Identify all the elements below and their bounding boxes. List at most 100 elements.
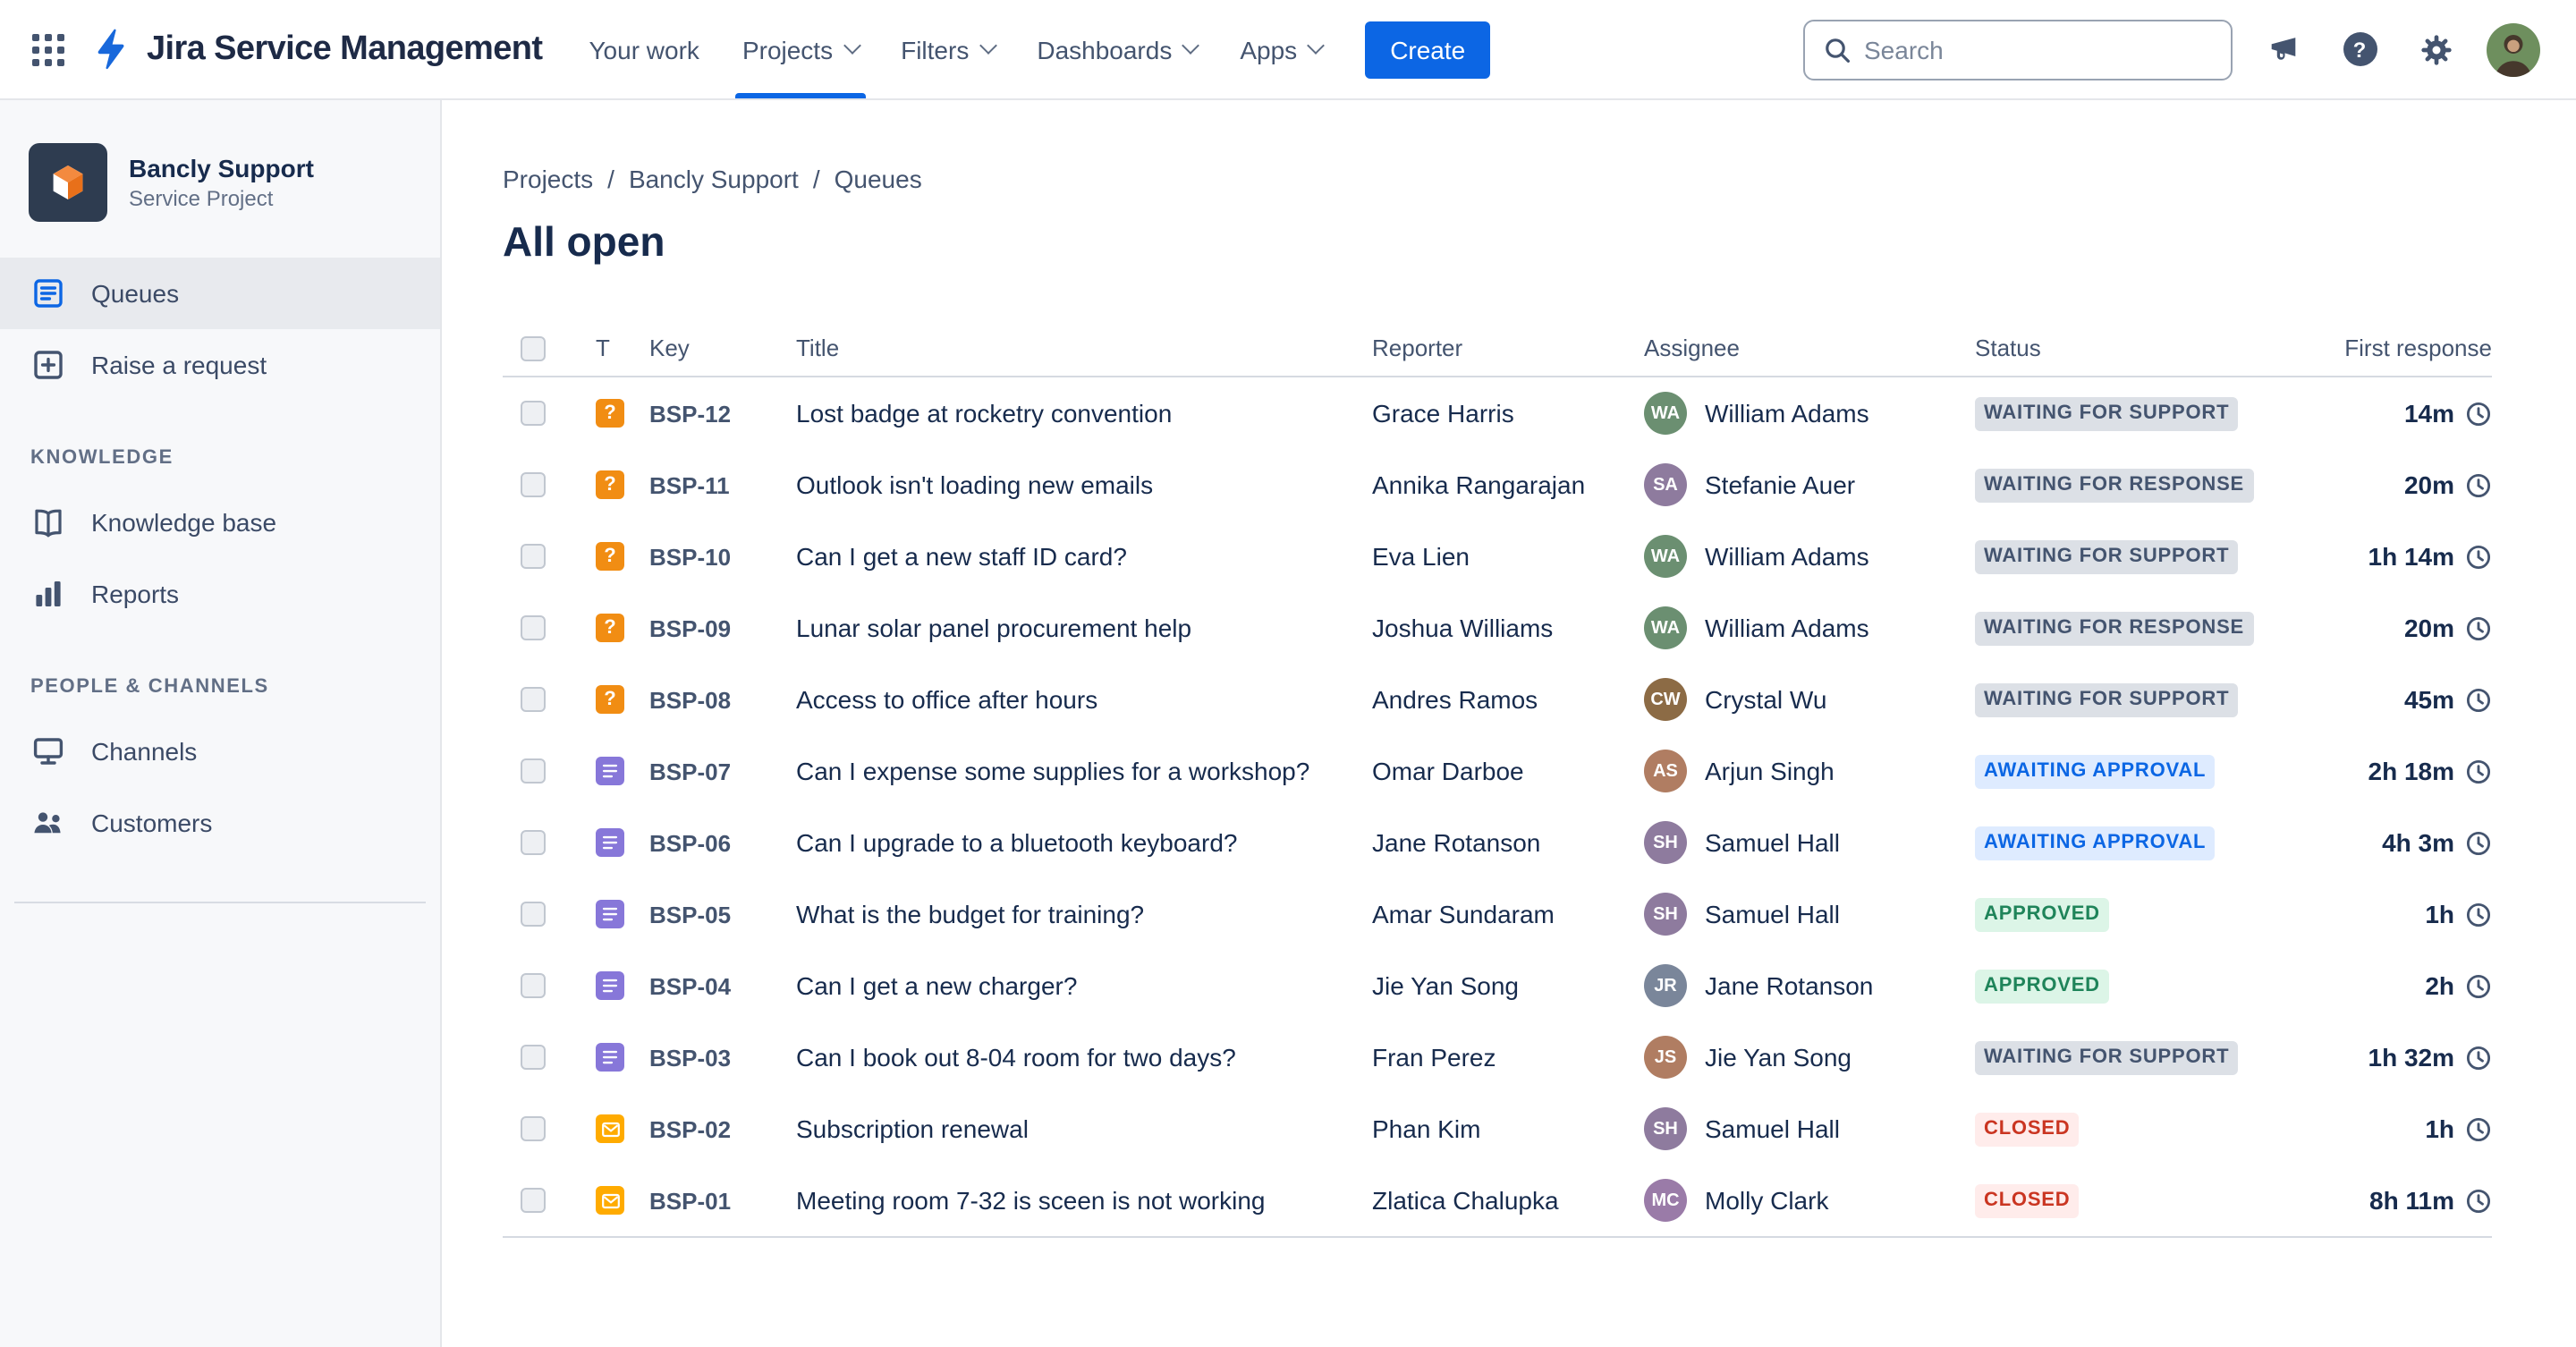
row-checkbox[interactable]: [521, 902, 546, 927]
jira-logo[interactable]: Jira Service Management: [89, 27, 543, 72]
search-box[interactable]: [1803, 19, 2233, 80]
question-type-icon: ?: [596, 542, 624, 571]
status-cell: AWAITING APPROVAL: [1975, 753, 2306, 789]
avatar: JS: [1644, 1036, 1687, 1079]
row-checkbox[interactable]: [521, 472, 546, 497]
app-switcher-icon[interactable]: [18, 19, 79, 80]
nav-item-filters[interactable]: Filters: [879, 0, 1015, 98]
type-cell: [581, 1043, 649, 1072]
type-cell: [581, 900, 649, 928]
table-row[interactable]: ? BSP-12 Lost badge at rocketry convention…: [503, 377, 2492, 449]
nav-item-dashboards[interactable]: Dashboards: [1015, 0, 1218, 98]
table-row[interactable]: BSP-05 What is the budget for training? Am…: [503, 878, 2492, 950]
first-response-time: 14m: [2403, 399, 2454, 428]
nav-item-apps[interactable]: Apps: [1218, 0, 1343, 98]
nav-item-projects[interactable]: Projects: [721, 0, 879, 98]
issue-title-link[interactable]: Subscription renewal: [796, 1114, 1029, 1143]
avatar: SA: [1644, 463, 1687, 506]
status-badge: WAITING FOR SUPPORT: [1975, 1041, 2239, 1075]
status-badge: CLOSED: [1975, 1184, 2080, 1218]
title-cell: Access to office after hours: [796, 685, 1372, 714]
reporter-name: Annika Rangarajan: [1372, 470, 1586, 499]
row-checkbox[interactable]: [521, 1188, 546, 1213]
row-checkbox[interactable]: [521, 1045, 546, 1070]
sidebar-item-reports[interactable]: Reports: [0, 558, 440, 630]
title-cell: Meeting room 7-32 is sceen is not workin…: [796, 1186, 1372, 1215]
issue-title-link[interactable]: Can I get a new staff ID card?: [796, 542, 1127, 571]
issue-title-link[interactable]: Meeting room 7-32 is sceen is not workin…: [796, 1186, 1266, 1215]
settings-icon[interactable]: [2410, 22, 2463, 76]
row-checkbox[interactable]: [521, 973, 546, 998]
sidebar-item-queues[interactable]: Queues: [0, 258, 440, 329]
row-checkbox[interactable]: [521, 401, 546, 426]
checkbox-cell: [503, 902, 581, 927]
select-all-checkbox[interactable]: [521, 335, 546, 360]
type-cell: [581, 1114, 649, 1143]
main-content: Projects / Bancly Support / Queues All open …: [442, 100, 2576, 1347]
sidebar-item-knowledge-base[interactable]: Knowledge base: [0, 487, 440, 558]
table-row[interactable]: BSP-04 Can I get a new charger? Jie Yan So…: [503, 950, 2492, 1021]
first-response-time: 1h: [2425, 900, 2454, 928]
breadcrumb-item[interactable]: Queues: [834, 165, 922, 193]
checkbox-cell: [503, 1045, 581, 1070]
first-response-cell: 2h 18m: [2306, 757, 2492, 785]
issue-title-link[interactable]: Outlook isn't loading new emails: [796, 470, 1154, 499]
issue-title-link[interactable]: Lunar solar panel procurement help: [796, 614, 1192, 642]
issue-title-link[interactable]: Lost badge at rocketry convention: [796, 399, 1173, 428]
search-input[interactable]: [1864, 35, 2213, 64]
sidebar-item-label: Customers: [91, 809, 213, 837]
sidebar-item-customers[interactable]: Customers: [0, 787, 440, 859]
column-header-status: Status: [1975, 335, 2041, 361]
title-cell: Can I expense some supplies for a worksh…: [796, 757, 1372, 785]
type-cell: [581, 971, 649, 1000]
table-row[interactable]: BSP-03 Can I book out 8-04 room for two d…: [503, 1021, 2492, 1093]
user-avatar[interactable]: [2487, 22, 2540, 76]
issue-title-link[interactable]: Access to office after hours: [796, 685, 1098, 714]
status-badge: AWAITING APPROVAL: [1975, 826, 2216, 860]
reporter-name: Grace Harris: [1372, 399, 1514, 428]
issue-title-link[interactable]: Can I get a new charger?: [796, 971, 1078, 1000]
table-row[interactable]: BSP-07 Can I expense some supplies for a …: [503, 735, 2492, 807]
sidebar-item-label: Knowledge base: [91, 508, 277, 537]
table-row[interactable]: BSP-06 Can I upgrade to a bluetooth keybo…: [503, 807, 2492, 878]
table-row[interactable]: ? BSP-11 Outlook isn't loading new emails A…: [503, 449, 2492, 521]
table-row[interactable]: ? BSP-09 Lunar solar panel procurement hel…: [503, 592, 2492, 664]
reporter-name: Amar Sundaram: [1372, 900, 1555, 928]
first-response-time: 4h 3m: [2382, 828, 2454, 857]
status-cell: WAITING FOR SUPPORT: [1975, 395, 2306, 431]
row-checkbox[interactable]: [521, 1116, 546, 1141]
clock-icon: [2465, 758, 2492, 784]
nav-item-your-work[interactable]: Your work: [567, 0, 721, 98]
breadcrumb-item[interactable]: Projects: [503, 165, 594, 193]
sidebar-section-heading: KNOWLEDGE: [30, 447, 174, 469]
issue-key: BSP-07: [649, 758, 732, 784]
help-icon[interactable]: ?: [2333, 22, 2386, 76]
announcement-icon[interactable]: [2256, 22, 2309, 76]
avatar: JR: [1644, 964, 1687, 1007]
create-button[interactable]: Create: [1365, 21, 1491, 78]
sidebar-item-channels[interactable]: Channels: [0, 716, 440, 787]
chevron-down-icon: [979, 37, 997, 55]
issue-title-link[interactable]: What is the budget for training?: [796, 900, 1145, 928]
table-row[interactable]: BSP-02 Subscription renewal Phan Kim SH Samu…: [503, 1093, 2492, 1165]
row-checkbox[interactable]: [521, 830, 546, 855]
row-checkbox[interactable]: [521, 544, 546, 569]
project-header[interactable]: Bancly Support Service Project: [0, 143, 440, 222]
first-response-cell: 4h 3m: [2306, 828, 2492, 857]
reporter-name: Andres Ramos: [1372, 685, 1538, 714]
breadcrumb-item[interactable]: Bancly Support: [628, 165, 799, 193]
table-row[interactable]: BSP-01 Meeting room 7-32 is sceen is not …: [503, 1165, 2492, 1236]
title-cell: Outlook isn't loading new emails: [796, 470, 1372, 499]
row-checkbox[interactable]: [521, 687, 546, 712]
table-row[interactable]: ? BSP-08 Access to office after hours Andre…: [503, 664, 2492, 735]
issue-title-link[interactable]: Can I expense some supplies for a worksh…: [796, 757, 1310, 785]
row-checkbox[interactable]: [521, 758, 546, 784]
first-response-cell: 14m: [2306, 399, 2492, 428]
table-row[interactable]: ? BSP-10 Can I get a new staff ID card? Eva…: [503, 521, 2492, 592]
reporter-name: Eva Lien: [1372, 542, 1470, 571]
issue-title-link[interactable]: Can I upgrade to a bluetooth keyboard?: [796, 828, 1238, 857]
issue-title-link[interactable]: Can I book out 8-04 room for two days?: [796, 1043, 1236, 1072]
issue-key: BSP-11: [649, 471, 730, 498]
row-checkbox[interactable]: [521, 615, 546, 640]
sidebar-item-raise-a-request[interactable]: Raise a request: [0, 329, 440, 401]
